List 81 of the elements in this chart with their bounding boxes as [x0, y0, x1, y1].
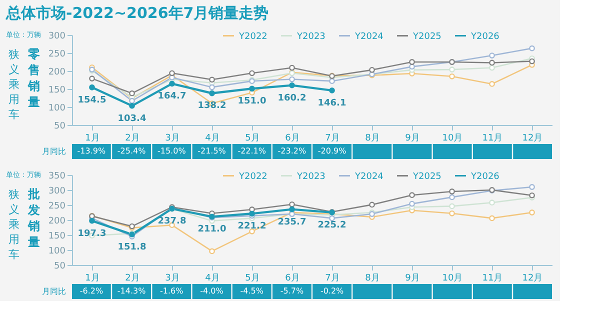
data-label: 160.2: [278, 93, 306, 104]
x-tick-label: 4月: [205, 274, 220, 284]
y-tick-label: 200: [48, 216, 66, 226]
x-tick-label: 12月: [522, 134, 543, 144]
x-tick-label: 3月: [165, 274, 180, 284]
x-tick-label: 6月: [285, 274, 300, 284]
text: -23.2%: [278, 146, 306, 156]
text: 零售销量: [27, 47, 40, 109]
x-tick-label: 11月: [482, 134, 503, 144]
legend-label: Y2023: [296, 172, 326, 182]
x-tick-label: 10月: [442, 134, 463, 144]
text: 批发销量: [27, 187, 40, 249]
text: -1.6%: [160, 286, 184, 296]
data-label: 225.2: [318, 220, 346, 230]
y-tick-label: 150: [48, 86, 66, 96]
legend-label: Y2026: [470, 32, 500, 42]
data-label: 197.3: [78, 228, 106, 239]
y-tick-label: 100: [48, 104, 66, 114]
x-tick-label: 6月: [285, 134, 300, 144]
legend-label: Y2022: [238, 172, 268, 182]
text: -4.5%: [240, 286, 264, 296]
x-tick-label: 9月: [405, 274, 420, 284]
text: -4.0%: [200, 286, 224, 296]
text: -15.0%: [157, 146, 186, 156]
data-label: 237.8: [158, 216, 186, 227]
legend-label: Y2024: [354, 32, 384, 42]
text: -25.4%: [117, 146, 146, 156]
y-tick-label: 250: [48, 50, 66, 60]
text: -5.7%: [280, 286, 304, 296]
x-tick-label: 4月: [205, 134, 220, 144]
text: 月同比: [42, 287, 66, 296]
data-label: 154.5: [78, 95, 106, 106]
data-label: 103.4: [118, 114, 146, 124]
x-tick-label: 3月: [165, 134, 180, 144]
chart-title: 总体市场-2022~2026年7月销量走势: [5, 4, 269, 22]
text: -0.2%: [320, 286, 344, 296]
text: 狭义乘用车: [8, 188, 20, 261]
y-tick-label: 100: [48, 246, 66, 256]
legend-label: Y2023: [296, 32, 326, 42]
x-tick-label: 5月: [245, 274, 260, 284]
y-tick-label: 50: [54, 262, 66, 272]
text: 月同比: [42, 147, 66, 156]
text: -21.5%: [198, 146, 226, 156]
data-label: 235.7: [278, 217, 306, 228]
text: -20.9%: [318, 146, 347, 156]
y-tick-label: 200: [48, 68, 66, 78]
legend-label: Y2024: [354, 172, 384, 182]
x-tick-label: 12月: [522, 274, 543, 284]
data-label: 151.8: [118, 242, 146, 252]
data-label: 164.7: [158, 92, 186, 102]
legend-label: Y2025: [412, 172, 442, 182]
text: -6.2%: [80, 286, 104, 296]
x-tick-label: 10月: [442, 274, 463, 284]
x-tick-label: 9月: [405, 134, 420, 144]
text: 狭义乘用车: [8, 48, 20, 121]
x-tick-label: 7月: [325, 134, 340, 144]
text: -22.1%: [238, 146, 266, 156]
y-tick-label: 300: [48, 186, 66, 196]
y-tick-label: 300: [48, 32, 66, 42]
text: -14.3%: [117, 286, 146, 296]
x-tick-label: 1月: [85, 134, 100, 144]
y-tick-label: 250: [48, 202, 66, 212]
legend-label: Y2026: [470, 172, 500, 182]
x-tick-label: 2月: [125, 274, 140, 284]
x-tick-label: 2月: [125, 134, 140, 144]
x-tick-label: 7月: [325, 274, 340, 284]
legend-label: Y2025: [412, 32, 442, 42]
x-tick-label: 8月: [365, 134, 380, 144]
x-tick-label: 11月: [482, 274, 503, 284]
x-tick-label: 8月: [365, 274, 380, 284]
data-label: 151.0: [238, 96, 266, 107]
x-tick-label: 5月: [245, 134, 260, 144]
x-tick-label: 1月: [85, 274, 100, 284]
legend-label: Y2022: [238, 32, 268, 42]
data-label: 138.2: [198, 101, 226, 112]
data-label: 211.0: [198, 224, 226, 235]
y-tick-label: 150: [48, 232, 66, 242]
y-tick-label: 50: [54, 122, 66, 132]
y-tick-label: 350: [48, 172, 66, 182]
data-label: 146.1: [318, 98, 346, 108]
text: -13.9%: [77, 146, 106, 156]
